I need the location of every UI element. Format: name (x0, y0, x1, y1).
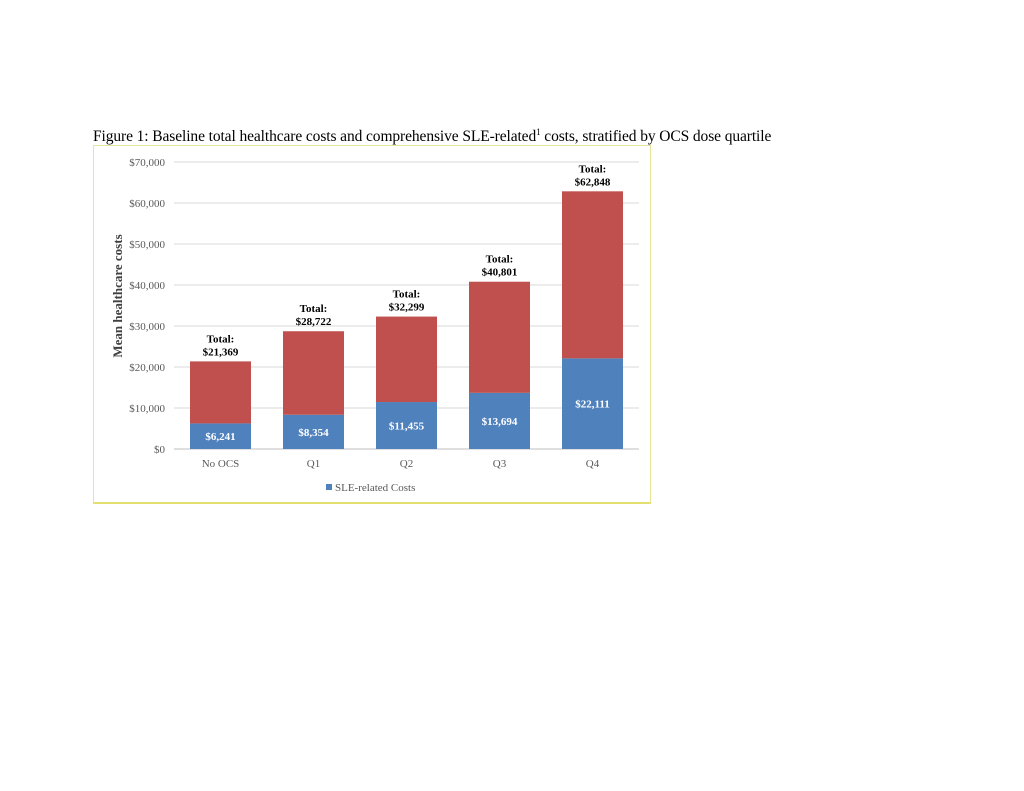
bar-sle-related (562, 358, 623, 449)
y-axis-label: Mean healthcare costs (110, 234, 125, 357)
figure-title-superscript: 1 (536, 127, 541, 137)
bar-other-costs (190, 361, 251, 424)
sle-value-label: $8,354 (298, 427, 329, 439)
chart-frame: $0 $10,000 $20,000 $30,000 $40,000 $50,000 $60… (93, 145, 651, 504)
sle-value-label: $11,455 (389, 421, 425, 433)
bar-sle-related (376, 402, 437, 449)
grid-lines (174, 161, 639, 450)
labels: $0 $10,000 $20,000 $30,000 $40,000 $50,000 $60… (129, 157, 611, 470)
figure-title: Figure 1: Baseline total healthcare cost… (93, 127, 771, 146)
x-category-label: No OCS (202, 458, 240, 470)
total-value-label: $28,722 (296, 316, 332, 328)
figure-title-end: costs, stratified by OCS dose quartile (540, 128, 772, 146)
total-prefix-label: Total: (207, 333, 235, 345)
x-category-label: Q3 (493, 458, 507, 470)
legend-swatch-sle (326, 484, 332, 490)
y-tick-label: $20,000 (129, 362, 165, 374)
total-prefix-label: Total: (579, 163, 607, 175)
bar-other-costs (562, 191, 623, 359)
total-prefix-label: Total: (393, 289, 421, 301)
x-category-label: Q2 (400, 458, 413, 470)
legend-label-sle: SLE-related Costs (335, 482, 415, 494)
legend: SLE-related Costs (326, 482, 415, 494)
sle-value-label: $13,694 (482, 416, 518, 428)
total-value-label: $32,299 (389, 302, 425, 314)
y-tick-label: $50,000 (129, 239, 165, 251)
stacked-bar-chart: $0 $10,000 $20,000 $30,000 $40,000 $50,000 $60… (110, 157, 639, 494)
figure-title-main: Figure 1: Baseline total healthcare cost… (93, 128, 537, 146)
total-value-label: $62,848 (575, 176, 611, 188)
bar-other-costs (376, 316, 437, 403)
total-prefix-label: Total: (300, 303, 328, 315)
y-tick-label: $10,000 (129, 403, 165, 415)
total-value-label: $40,801 (482, 267, 518, 279)
y-tick-label: $30,000 (129, 321, 165, 333)
y-tick-label: $40,000 (129, 280, 165, 292)
x-category-label: Q1 (307, 458, 320, 470)
y-tick-label: $0 (154, 444, 166, 456)
sle-value-label: $22,111 (575, 399, 610, 411)
bar-other-costs (283, 331, 344, 415)
bar-sle-related (469, 392, 530, 449)
bars (190, 191, 623, 449)
bar-sle-related (283, 414, 344, 449)
bar-other-costs (469, 281, 530, 393)
x-category-label: Q4 (586, 458, 600, 470)
y-tick-label: $60,000 (129, 198, 165, 210)
bar-sle-related (190, 423, 251, 449)
total-value-label: $21,369 (203, 346, 239, 358)
total-prefix-label: Total: (486, 254, 514, 266)
y-tick-label: $70,000 (129, 157, 165, 169)
sle-value-label: $6,241 (205, 431, 235, 443)
